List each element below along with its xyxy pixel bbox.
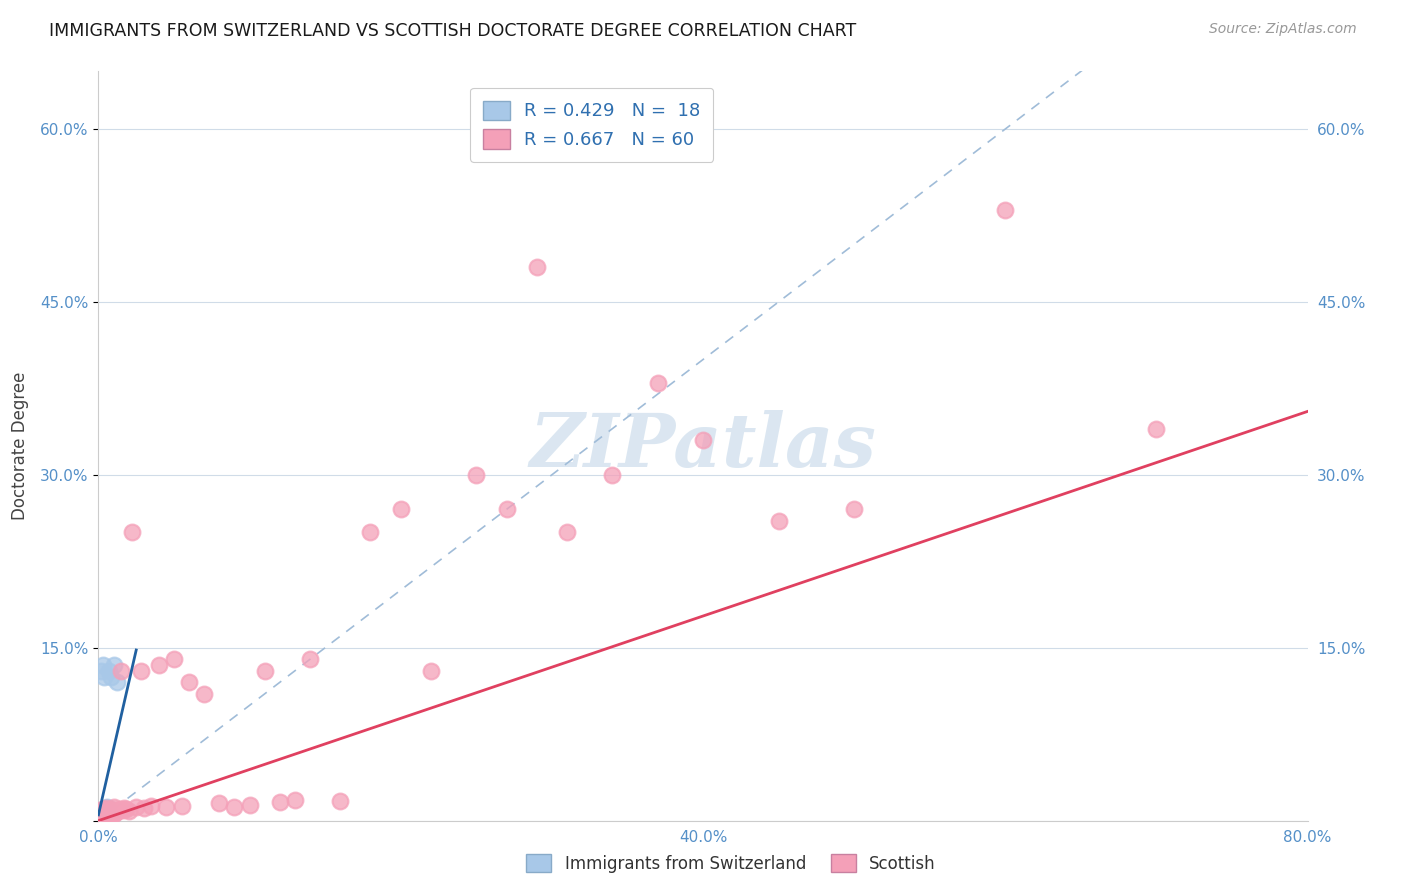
Point (90, 664, 112, 678)
Point (101, 805, 124, 819)
Point (91, 658, 114, 673)
Point (93, 805, 115, 819)
Text: ZIPatlas: ZIPatlas (530, 409, 876, 483)
Point (93, 803, 115, 817)
Point (155, 799, 177, 814)
Point (110, 664, 132, 678)
Point (844, 502, 866, 516)
Point (1144, 422, 1167, 436)
Point (125, 799, 148, 814)
Point (239, 797, 262, 812)
Point (93, 669, 115, 683)
Point (602, 467, 624, 482)
Point (104, 805, 127, 820)
Point (555, 525, 578, 540)
Point (132, 801, 155, 815)
Point (768, 514, 790, 528)
Point (91, 806, 114, 821)
Point (111, 803, 134, 817)
Point (112, 801, 135, 815)
Point (96, 806, 118, 821)
Point (98, 805, 121, 820)
Point (93, 808, 115, 822)
Point (93, 809, 115, 823)
Point (105, 803, 128, 817)
Point (108, 802, 131, 816)
Point (107, 805, 129, 819)
Point (100, 808, 122, 822)
Point (329, 794, 352, 808)
Point (179, 675, 201, 690)
Point (141, 798, 163, 813)
Point (90, 808, 112, 822)
Point (103, 806, 125, 821)
Legend: R = 0.429   N =  18, R = 0.667   N = 60: R = 0.429 N = 18, R = 0.667 N = 60 (470, 88, 713, 162)
Point (89, 805, 111, 819)
Point (118, 805, 141, 819)
Point (90, 809, 112, 823)
Text: Source: ZipAtlas.com: Source: ZipAtlas.com (1209, 22, 1357, 37)
Point (89, 809, 111, 823)
Point (389, 502, 412, 516)
Point (90, 805, 112, 820)
Point (100, 669, 122, 683)
Point (299, 652, 322, 666)
Point (360, 525, 382, 540)
Point (647, 376, 669, 390)
Point (284, 793, 307, 807)
Text: IMMIGRANTS FROM SWITZERLAND VS SCOTTISH DOCTORATE DEGREE CORRELATION CHART: IMMIGRANTS FROM SWITZERLAND VS SCOTTISH … (49, 22, 856, 40)
Point (170, 798, 193, 813)
Point (692, 434, 714, 448)
Point (91, 806, 114, 821)
Point (526, 260, 548, 275)
Point (94, 805, 117, 819)
Point (103, 799, 125, 814)
Point (103, 658, 125, 673)
Point (129, 664, 152, 678)
Point (94, 808, 117, 822)
Point (94, 801, 117, 815)
Point (89, 805, 111, 820)
Point (193, 687, 215, 701)
Point (89, 808, 111, 822)
Point (994, 202, 1017, 217)
Point (91, 802, 114, 816)
Point (121, 525, 143, 540)
Point (91, 802, 114, 816)
Point (208, 797, 231, 811)
Legend: Immigrants from Switzerland, Scottish: Immigrants from Switzerland, Scottish (520, 847, 942, 880)
Point (90, 803, 112, 817)
Point (163, 652, 186, 666)
Point (96, 799, 118, 814)
Point (114, 802, 136, 816)
Point (224, 799, 246, 814)
Point (465, 467, 488, 482)
Point (495, 502, 517, 516)
Point (420, 664, 443, 678)
Point (269, 795, 291, 809)
Point (105, 675, 128, 690)
Point (98, 664, 121, 678)
Point (96, 803, 118, 817)
Point (100, 802, 122, 816)
Y-axis label: Doctorate Degree: Doctorate Degree (11, 372, 30, 520)
Point (94, 801, 117, 815)
Point (148, 658, 170, 673)
Point (253, 664, 276, 678)
